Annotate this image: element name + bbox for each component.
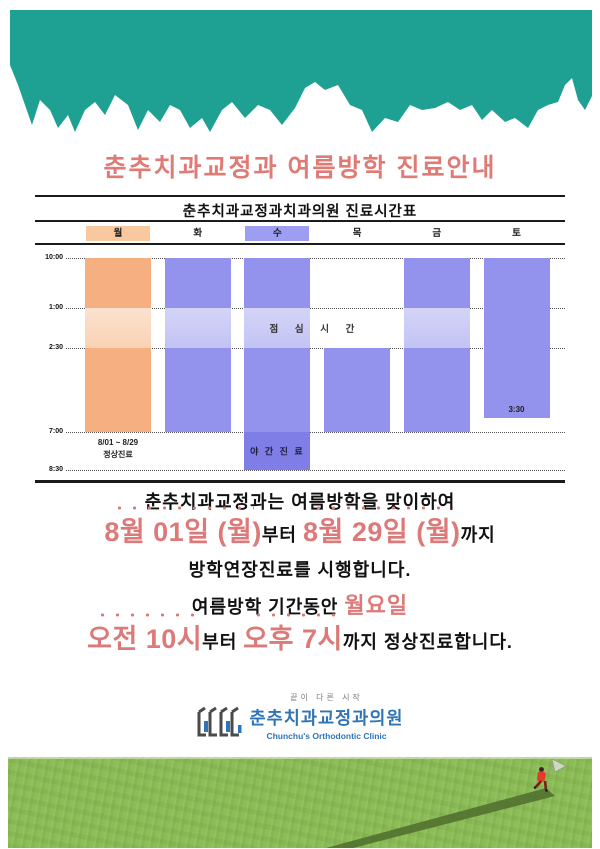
bar-화-work [164,258,231,308]
bar-월-work [85,258,151,308]
gridline-2:30 [66,348,565,349]
bar-월-work [85,348,151,432]
clinic-logo-icon [197,706,242,737]
bar-목-work [324,348,391,432]
announcement: 춘추치과교정과는 여름방학을 맞이하여 8월 01일 (월)부터 8월 29일 (… [0,484,600,664]
bar-월-lunch [85,308,151,348]
text-segment: 오후 7시 [243,613,343,656]
text-segment: 방학연장진료를 시행합니다. [188,560,412,580]
gridline-1:00 [66,308,565,309]
time-tick-10:00: 10:00 [45,254,63,261]
text-segment: 까지 [460,525,496,545]
day-header-목: 목 [352,228,362,239]
divider-line [35,480,565,483]
note-월: 8/01 ~ 8/29 정상진료 [97,438,139,459]
day-header-화: 화 [193,228,203,239]
grass-footer-illustration [8,757,592,848]
gridline-8:30 [66,470,565,471]
divider-line [35,220,565,222]
schedule-table-title: 춘추치과교정과치과의원 진료시간표 [182,204,418,220]
time-tick-8:30: 8:30 [48,466,63,473]
gridline-7:00 [66,432,565,433]
day-header-금: 금 [432,228,442,239]
text-segment: 부터 [261,525,303,545]
bar-수-lunch [244,308,311,348]
logo-clinic-name-english: Chunchu's Orthodontic Clinic [266,731,387,741]
text-segment: 까지 정상진료합니다. [342,632,513,652]
day-header-토: 토 [512,228,521,239]
bar-화-lunch [164,308,231,348]
bar-수-night: 야 간 진 료 [244,432,311,470]
text-segment: 8월 01일 (월) [104,506,262,549]
announcement-line-2: 8월 01일 (월)부터 8월 29일 (월)까지 [0,506,600,549]
logo-clinic-name: 춘추치과교정과의원 [249,708,404,728]
time-tick-7:00: 7:00 [48,428,63,435]
person-with-net-icon [533,759,567,792]
announcement-line-4: 여름방학 기간동안 월요일 [0,588,600,620]
bar-수-work [244,258,311,308]
schedule-plot: 10:00 1:00 2:30 7:00 8:30 8/01 ~ 8/29 정상진료 야 간 … [38,254,565,473]
gridline-10:00 [66,258,565,259]
shadow-shape [326,788,555,848]
text-segment: 부터 [202,632,244,652]
night-care-label: 야 간 진 료 [250,446,305,457]
text-segment: 여름방학 기간동안 [191,597,345,617]
torn-paper-edge [10,10,592,132]
clinic-logo: 끝이 다른 시작 춘추치과교정과의원 Chunchu's Orthodontic… [0,692,600,741]
time-tick-1:00: 1:00 [48,304,63,311]
announcement-line-3: 방학연장진료를 시행합니다. [0,556,600,582]
announcement-line-5: 오전 10시부터 오후 7시까지 정상진료합니다. [0,613,600,656]
page-title: 춘추치과교정과 여름방학 진료안내 [103,154,497,182]
text-segment: 8월 29일 (월) [303,506,461,549]
time-tick-2:30: 2:30 [48,344,63,351]
bar-수-work [244,348,311,432]
bar-토-work: 3:30 [483,258,550,418]
bar-금-lunch [403,308,470,348]
logo-tagline: 끝이 다른 시작 [290,693,363,702]
day-header-수: 수 [245,226,310,241]
bar-화-work [164,348,231,432]
saturday-end-time-label: 3:30 [508,405,525,414]
text-segment: 월요일 [344,593,409,618]
divider-line [35,195,565,197]
day-header-월: 월 [86,226,150,241]
text-segment: 오전 10시 [87,613,202,656]
bar-금-work [403,258,470,308]
divider-line [35,243,565,245]
lunch-time-label: 점 심 시 간 [269,324,362,335]
bar-금-work [403,348,470,432]
